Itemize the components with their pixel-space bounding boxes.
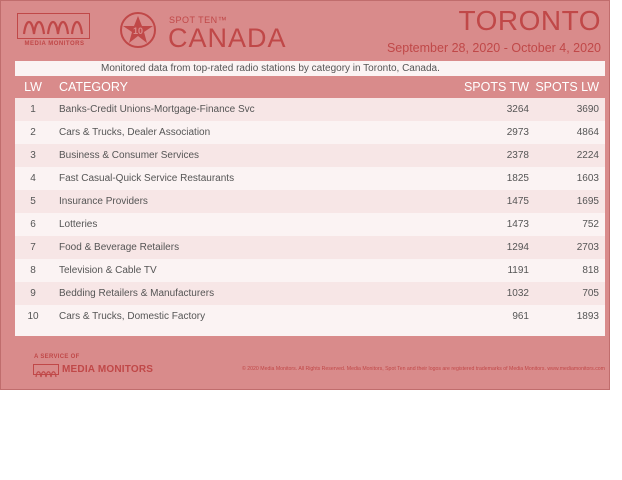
spots-lw-cell: 1603 bbox=[576, 173, 599, 184]
spots-tw-cell: 1473 bbox=[506, 219, 529, 230]
rank-cell: 6 bbox=[30, 219, 36, 230]
report-card: MEDIA MONITORS 10 SPOT TEN™ CANADA TORON… bbox=[0, 0, 610, 390]
spots-tw-cell: 2378 bbox=[506, 150, 529, 161]
table-row: 10 Cars & Trucks, Domestic Factory 961 1… bbox=[15, 305, 605, 328]
category-cell: Banks-Credit Unions-Mortgage-Finance Svc bbox=[59, 104, 255, 115]
table-row: 5 Insurance Providers 1475 1695 bbox=[15, 190, 605, 213]
category-cell: Television & Cable TV bbox=[59, 265, 157, 276]
spots-tw-cell: 2973 bbox=[506, 127, 529, 138]
copyright-text: © 2020 Media Monitors. All Rights Reserv… bbox=[242, 366, 605, 372]
table-header: LW CATEGORY SPOTS TW SPOTS LW bbox=[15, 76, 605, 98]
country-title: CANADA bbox=[168, 23, 287, 53]
category-cell: Business & Consumer Services bbox=[59, 150, 200, 161]
rank-cell: 2 bbox=[30, 127, 36, 138]
service-label: A SERVICE OF bbox=[34, 354, 80, 360]
spots-lw-cell: 2703 bbox=[576, 242, 599, 253]
rank-cell: 1 bbox=[30, 104, 36, 115]
table-row: 8 Television & Cable TV 1191 818 bbox=[15, 259, 605, 282]
spots-lw-cell: 2224 bbox=[576, 150, 599, 161]
spots-tw-cell: 961 bbox=[512, 311, 529, 322]
table-row: 2 Cars & Trucks, Dealer Association 2973… bbox=[15, 121, 605, 144]
spots-lw-cell: 818 bbox=[582, 265, 599, 276]
table-row: 7 Food & Beverage Retailers 1294 2703 bbox=[15, 236, 605, 259]
category-cell: Food & Beverage Retailers bbox=[59, 242, 180, 253]
rankings-table: Monitored data from top-rated radio stat… bbox=[15, 61, 605, 336]
footer-mm-icon bbox=[33, 364, 59, 378]
spots-lw-cell: 1695 bbox=[576, 196, 599, 207]
spots-tw-cell: 1475 bbox=[506, 196, 529, 207]
spots-lw-cell: 3690 bbox=[576, 104, 599, 115]
date-range: September 28, 2020 - October 4, 2020 bbox=[386, 41, 601, 55]
footer-logo: MEDIA MONITORS bbox=[33, 364, 154, 378]
col-header-spots-tw: SPOTS TW bbox=[463, 80, 529, 94]
rank-cell: 5 bbox=[30, 196, 36, 207]
spot-ten-badge: 10 bbox=[119, 11, 157, 54]
table-row: 1 Banks-Credit Unions-Mortgage-Finance S… bbox=[15, 98, 605, 121]
rank-cell: 7 bbox=[30, 242, 36, 253]
spots-tw-cell: 3264 bbox=[506, 104, 529, 115]
spots-tw-cell: 1294 bbox=[506, 242, 529, 253]
category-cell: Cars & Trucks, Domestic Factory bbox=[59, 311, 206, 322]
col-header-lw: LW bbox=[24, 80, 42, 94]
category-cell: Bedding Retailers & Manufacturers bbox=[59, 288, 215, 299]
spots-lw-cell: 752 bbox=[582, 219, 599, 230]
col-header-category: CATEGORY bbox=[59, 80, 128, 94]
table-row: 6 Lotteries 1473 752 bbox=[15, 213, 605, 236]
logo-text: MEDIA MONITORS bbox=[24, 41, 85, 47]
city-title: TORONTO bbox=[458, 5, 601, 36]
rank-cell: 10 bbox=[27, 311, 39, 322]
spots-lw-cell: 1893 bbox=[576, 311, 599, 322]
table-footer-space bbox=[15, 328, 605, 336]
rank-cell: 4 bbox=[30, 173, 36, 184]
spots-lw-cell: 4864 bbox=[576, 127, 599, 138]
spots-lw-cell: 705 bbox=[582, 288, 599, 299]
rank-cell: 3 bbox=[30, 150, 36, 161]
badge-number: 10 bbox=[133, 26, 143, 36]
category-cell: Lotteries bbox=[59, 219, 98, 230]
category-cell: Insurance Providers bbox=[59, 196, 148, 207]
table-row: 9 Bedding Retailers & Manufacturers 1032… bbox=[15, 282, 605, 305]
table-subtitle: Monitored data from top-rated radio stat… bbox=[15, 61, 605, 76]
footer-brand: MEDIA MONITORS bbox=[62, 364, 154, 375]
spots-tw-cell: 1191 bbox=[507, 265, 529, 276]
col-header-spots-lw: SPOTS LW bbox=[535, 80, 599, 94]
table-row: 3 Business & Consumer Services 2378 2224 bbox=[15, 144, 605, 167]
mm-logo-mark bbox=[17, 13, 90, 39]
rank-cell: 8 bbox=[30, 265, 36, 276]
spots-tw-cell: 1032 bbox=[506, 288, 529, 299]
spot-ten-label: SPOT TEN™ bbox=[169, 15, 228, 25]
spots-tw-cell: 1825 bbox=[506, 173, 529, 184]
media-monitors-logo: MEDIA MONITORS bbox=[17, 13, 92, 51]
rank-cell: 9 bbox=[30, 288, 36, 299]
category-cell: Fast Casual-Quick Service Restaurants bbox=[59, 173, 235, 184]
category-cell: Cars & Trucks, Dealer Association bbox=[59, 127, 211, 138]
table-row: 4 Fast Casual-Quick Service Restaurants … bbox=[15, 167, 605, 190]
